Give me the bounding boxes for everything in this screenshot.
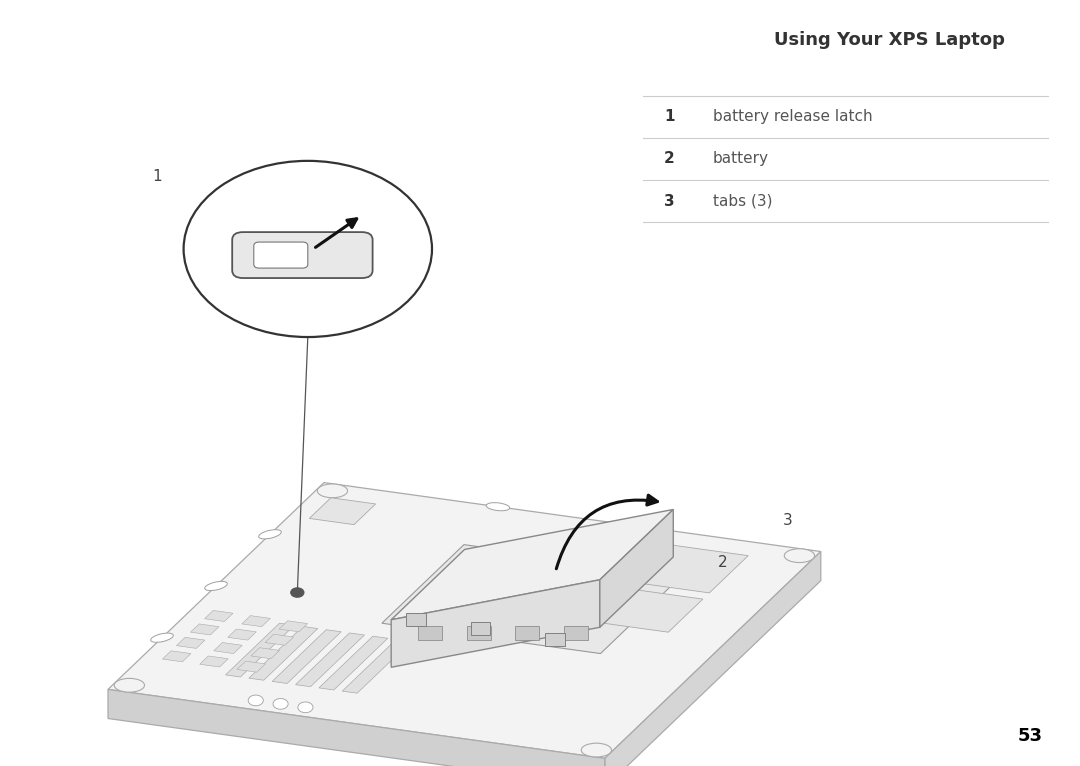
Polygon shape xyxy=(200,656,228,667)
Circle shape xyxy=(273,699,288,709)
Circle shape xyxy=(184,161,432,337)
Text: 3: 3 xyxy=(783,513,793,529)
Polygon shape xyxy=(391,509,673,620)
Text: 1: 1 xyxy=(152,169,162,184)
Text: 1: 1 xyxy=(664,110,675,124)
FancyBboxPatch shape xyxy=(254,242,308,268)
Polygon shape xyxy=(296,633,364,686)
Polygon shape xyxy=(610,542,748,593)
Polygon shape xyxy=(382,545,683,653)
Ellipse shape xyxy=(635,523,659,532)
Circle shape xyxy=(298,702,313,712)
Text: battery release latch: battery release latch xyxy=(713,110,873,124)
Polygon shape xyxy=(391,580,599,667)
Ellipse shape xyxy=(486,502,510,511)
Polygon shape xyxy=(418,626,442,640)
Polygon shape xyxy=(228,629,256,640)
FancyBboxPatch shape xyxy=(232,232,373,278)
Polygon shape xyxy=(272,630,341,683)
Polygon shape xyxy=(214,643,242,653)
Text: battery: battery xyxy=(713,152,769,166)
Polygon shape xyxy=(569,585,703,632)
Polygon shape xyxy=(108,689,605,766)
Polygon shape xyxy=(251,648,280,659)
Polygon shape xyxy=(599,509,673,627)
Circle shape xyxy=(248,695,264,705)
Polygon shape xyxy=(309,498,376,525)
Polygon shape xyxy=(108,483,821,758)
Ellipse shape xyxy=(151,633,173,643)
Ellipse shape xyxy=(318,484,348,498)
Text: 2: 2 xyxy=(664,152,675,166)
Polygon shape xyxy=(237,661,266,673)
Polygon shape xyxy=(226,624,295,677)
Ellipse shape xyxy=(581,743,611,757)
Polygon shape xyxy=(162,651,191,662)
Polygon shape xyxy=(204,611,233,621)
Polygon shape xyxy=(564,626,588,640)
Polygon shape xyxy=(190,624,219,635)
Polygon shape xyxy=(242,616,270,627)
Polygon shape xyxy=(471,622,490,635)
Polygon shape xyxy=(515,626,539,640)
Circle shape xyxy=(291,588,303,597)
Polygon shape xyxy=(176,637,205,648)
Polygon shape xyxy=(319,637,388,690)
Polygon shape xyxy=(467,626,490,640)
Polygon shape xyxy=(545,633,565,646)
Polygon shape xyxy=(279,620,308,632)
Ellipse shape xyxy=(114,679,145,692)
Ellipse shape xyxy=(259,529,281,539)
Text: 53: 53 xyxy=(1017,727,1042,745)
Text: Using Your XPS Laptop: Using Your XPS Laptop xyxy=(773,31,1004,48)
Polygon shape xyxy=(605,552,821,766)
Text: tabs (3): tabs (3) xyxy=(713,194,772,208)
Polygon shape xyxy=(265,634,294,645)
Ellipse shape xyxy=(784,548,814,562)
Ellipse shape xyxy=(205,581,227,591)
Polygon shape xyxy=(248,627,318,680)
Polygon shape xyxy=(342,640,411,693)
Polygon shape xyxy=(406,614,426,627)
Text: 2: 2 xyxy=(718,555,728,571)
Text: 3: 3 xyxy=(664,194,675,208)
